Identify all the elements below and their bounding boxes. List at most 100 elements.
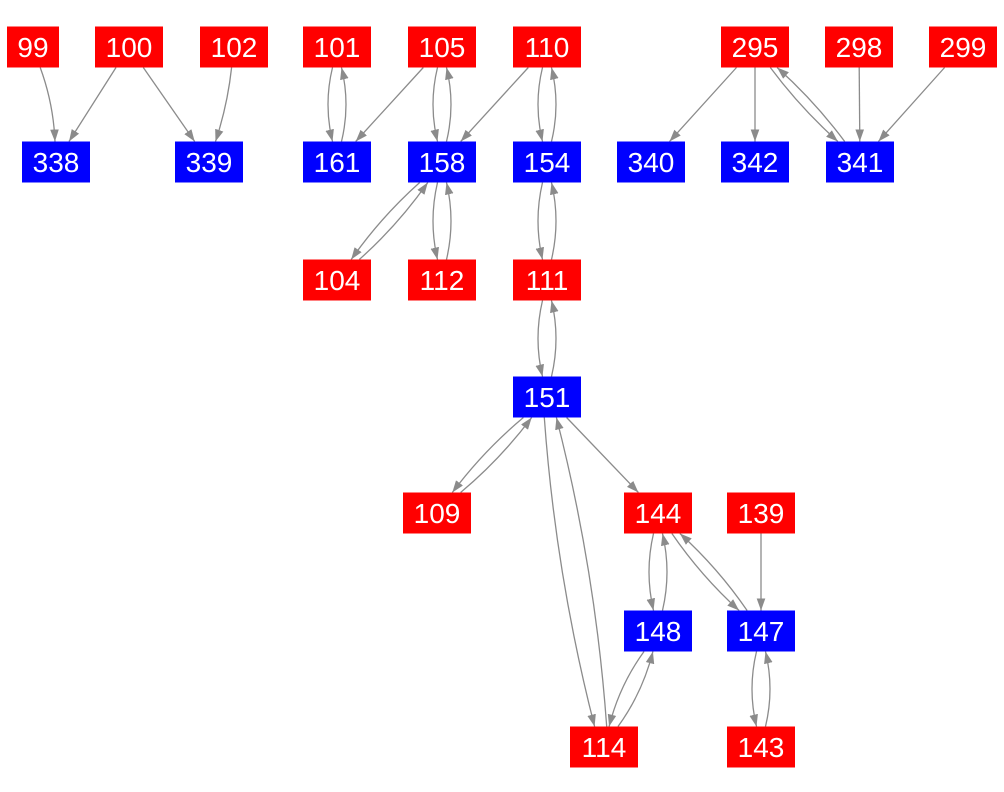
node-143: 143 (727, 726, 795, 768)
node-154: 154 (513, 141, 581, 183)
edge-144-147 (671, 533, 740, 611)
edge-295-341 (769, 67, 839, 142)
edge-151-144 (566, 417, 639, 493)
node-label: 112 (420, 265, 465, 296)
node-label: 110 (525, 32, 570, 63)
node-layer: 99 100 102 101 105 110 295 298 299 338 339 161 158 15… (7, 26, 997, 768)
node-label: 111 (526, 265, 569, 296)
node-298: 298 (825, 26, 893, 68)
node-box (721, 141, 789, 183)
node-341: 341 (826, 141, 894, 183)
node-111: 111 (513, 259, 581, 301)
node-114: 114 (570, 726, 638, 768)
node-label: 341 (837, 147, 884, 178)
node-box (513, 141, 581, 183)
node-box (303, 141, 371, 183)
edge-111-154 (550, 182, 559, 260)
edge-100-339 (142, 67, 196, 142)
node-label: 148 (635, 616, 682, 647)
node-label: 101 (314, 32, 361, 63)
node-box (624, 610, 692, 652)
edge-158-104 (350, 182, 421, 260)
node-box (175, 141, 243, 183)
node-112: 112 (408, 259, 476, 301)
node-144: 144 (624, 492, 692, 534)
edge-105-161 (355, 67, 424, 142)
node-box (303, 259, 371, 301)
edge-105-158 (430, 67, 439, 142)
edge-114-148 (617, 651, 655, 727)
edge-144-148 (646, 533, 655, 611)
edge-100-338 (68, 67, 117, 142)
node-label: 147 (738, 616, 785, 647)
edge-161-101 (340, 67, 349, 142)
edge-143-147 (764, 651, 773, 727)
node-label: 100 (106, 32, 153, 63)
node-105: 105 (408, 26, 476, 68)
edge-298-341 (855, 67, 865, 142)
node-label: 299 (940, 32, 987, 63)
node-label: 340 (628, 147, 675, 178)
edge-114-151 (555, 417, 608, 727)
node-box (408, 26, 476, 68)
node-340: 340 (617, 141, 685, 183)
edge-109-151 (460, 417, 533, 493)
edge-112-158 (445, 182, 454, 260)
edge-151-114 (543, 417, 596, 727)
node-box (513, 259, 581, 301)
edge-151-109 (451, 417, 524, 493)
node-158: 158 (408, 141, 476, 183)
node-box (513, 26, 581, 68)
edge-147-144 (679, 533, 748, 611)
edge-148-144 (661, 533, 670, 611)
edge-110-158 (460, 67, 529, 142)
node-box (95, 26, 163, 68)
node-label: 158 (419, 147, 466, 178)
edge-158-112 (430, 182, 439, 260)
node-151: 151 (513, 376, 581, 418)
node-box (727, 726, 795, 768)
node-label: 109 (414, 498, 461, 529)
node-101: 101 (303, 26, 371, 68)
node-box (825, 26, 893, 68)
edge-99-338 (39, 67, 59, 142)
node-110: 110 (513, 26, 581, 68)
node-box (826, 141, 894, 183)
edge-102-339 (214, 67, 233, 142)
edge-151-111 (550, 300, 559, 377)
edge-158-105 (445, 67, 454, 142)
node-label: 338 (33, 147, 80, 178)
edge-295-340 (669, 67, 737, 142)
node-104: 104 (303, 259, 371, 301)
node-box (7, 26, 59, 68)
node-box (624, 492, 692, 534)
node-box (303, 26, 371, 68)
node-box (513, 376, 581, 418)
edge-148-114 (607, 651, 645, 727)
node-box (727, 492, 795, 534)
node-139: 139 (727, 492, 795, 534)
node-label: 151 (524, 382, 571, 413)
edge-299-341 (877, 67, 946, 142)
node-label: 139 (738, 498, 785, 529)
node-147: 147 (727, 610, 795, 652)
edge-104-158 (358, 182, 429, 260)
node-label: 143 (738, 732, 785, 763)
node-label: 104 (314, 265, 361, 296)
node-label: 161 (314, 147, 361, 178)
edge-154-111 (535, 182, 544, 260)
node-label: 298 (836, 32, 883, 63)
node-box (403, 492, 471, 534)
node-148: 148 (624, 610, 692, 652)
node-100: 100 (95, 26, 163, 68)
node-box (929, 26, 997, 68)
node-label: 105 (419, 32, 466, 63)
node-label: 144 (635, 498, 682, 529)
node-109: 109 (403, 492, 471, 534)
node-label: 342 (732, 147, 779, 178)
edge-147-143 (749, 651, 758, 727)
node-label: 339 (186, 147, 233, 178)
node-box (408, 141, 476, 183)
node-161: 161 (303, 141, 371, 183)
